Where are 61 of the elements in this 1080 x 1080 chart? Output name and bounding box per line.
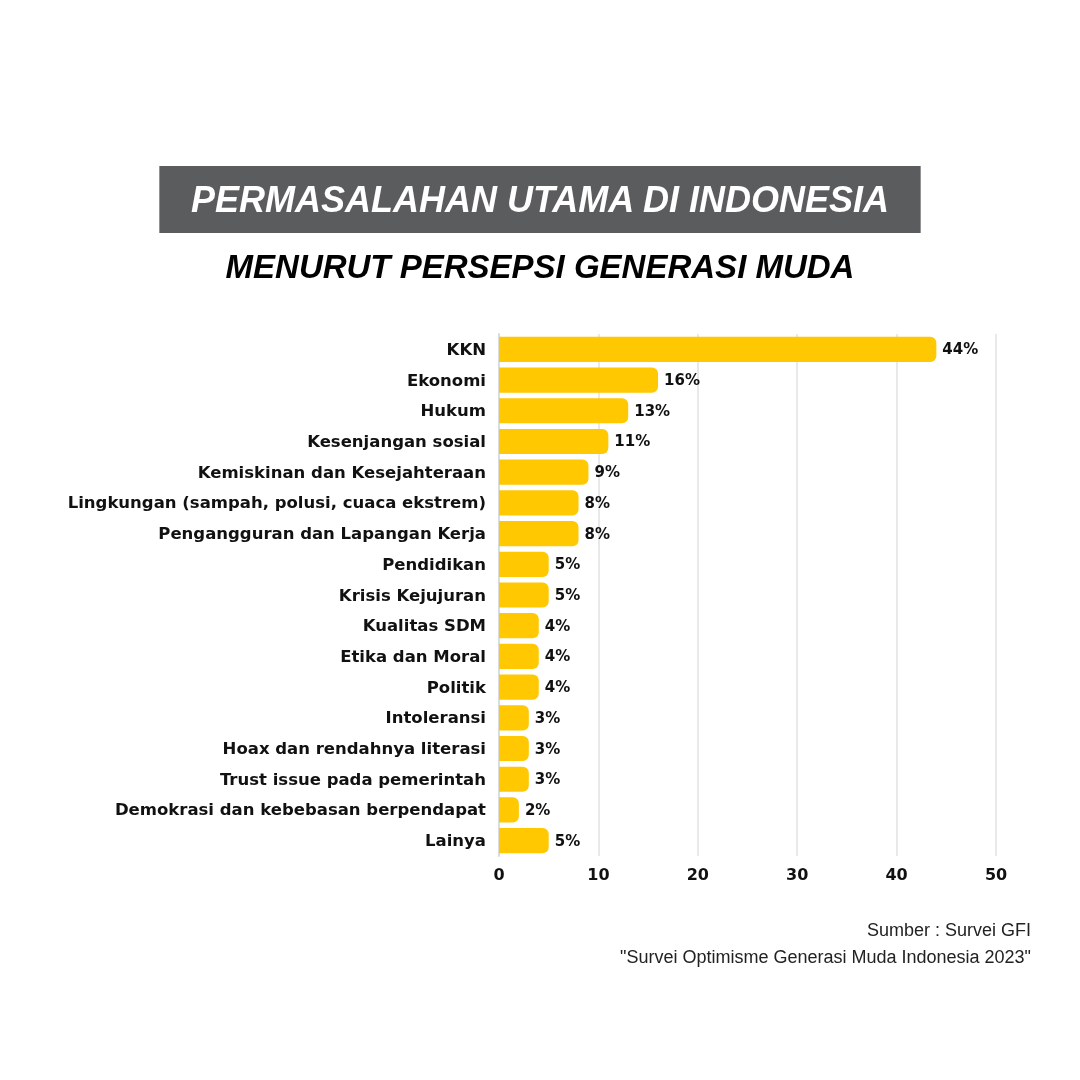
bar — [499, 551, 549, 577]
bar — [499, 613, 539, 639]
bar — [499, 521, 579, 547]
y-tick-label: Kemiskinan dan Kesejahteraan — [197, 462, 486, 482]
data-label: 3% — [534, 770, 561, 789]
data-label: 8% — [584, 524, 610, 543]
bar — [499, 643, 539, 669]
y-tick-label: Lainya — [425, 831, 486, 851]
bar — [499, 828, 549, 854]
data-label: 4% — [544, 647, 571, 666]
data-label: 8% — [584, 493, 610, 512]
bar — [499, 674, 539, 700]
y-tick-label: Lingkungan (sampah, polusi, cuaca ekstrem) — [67, 493, 486, 513]
y-tick-label: Politik — [426, 677, 488, 697]
y-tick-label: Demokrasi dan kebebasan berpendapat — [114, 800, 487, 820]
y-tick-label: Pendidikan — [382, 554, 486, 574]
x-tick-label: 0 — [493, 864, 505, 884]
x-tick-label: 30 — [786, 864, 809, 884]
bar — [499, 336, 937, 362]
bar — [499, 735, 529, 762]
data-label: 44% — [942, 340, 979, 359]
data-label: 5% — [554, 831, 581, 850]
y-tick-label: Kualitas SDM — [362, 616, 486, 636]
bar — [499, 582, 549, 608]
data-label: 9% — [594, 463, 620, 482]
data-label: 4% — [544, 616, 571, 635]
y-tick-label: Hoax dan rendahnya literasi — [222, 739, 486, 759]
bar — [499, 705, 529, 731]
x-tick-label: 10 — [587, 864, 610, 884]
data-label: 2% — [524, 800, 551, 819]
y-tick-label: Ekonomi — [406, 370, 486, 390]
data-label: 5% — [554, 586, 581, 604]
y-tick-label: Intoleransi — [385, 708, 486, 728]
data-label: 13% — [634, 401, 671, 420]
chart-title: PERMASALAHAN UTAMA DI INDONESIA — [191, 179, 889, 220]
bar — [499, 459, 589, 485]
y-tick-label: Pengangguran dan Lapangan Kerja — [158, 524, 486, 544]
y-tick-label: Trust issue pada pemerintah — [219, 769, 486, 789]
chart-subtitle: MENURUT PERSEPSI GENERASI MUDA — [225, 248, 855, 285]
bar — [499, 398, 629, 424]
y-tick-label: Etika dan Moral — [340, 646, 486, 666]
data-label: 5% — [554, 555, 581, 574]
data-label: 3% — [534, 739, 561, 758]
bar — [499, 367, 659, 393]
data-label: 16% — [664, 371, 700, 390]
y-tick-label: Krisis Kejujuran — [338, 585, 486, 605]
data-label: 11% — [614, 432, 651, 451]
x-tick-label: 20 — [686, 864, 709, 884]
text: "Survei Optimisme Generasi Muda Indonesia 2023" — [620, 947, 1031, 967]
x-tick-label: 40 — [885, 864, 908, 884]
y-tick-label: Kesenjangan sosial — [307, 431, 486, 451]
bar — [499, 797, 519, 823]
y-tick-label: KKN — [446, 339, 486, 359]
text: Sumber : Survei GFI — [866, 920, 1031, 940]
data-label: 4% — [544, 678, 571, 697]
y-tick-label: Hukum — [420, 401, 486, 421]
x-tick-label: 50 — [984, 864, 1008, 884]
bar — [499, 490, 579, 516]
data-label: 3% — [534, 708, 561, 727]
bar — [499, 766, 529, 792]
bar — [499, 428, 609, 455]
